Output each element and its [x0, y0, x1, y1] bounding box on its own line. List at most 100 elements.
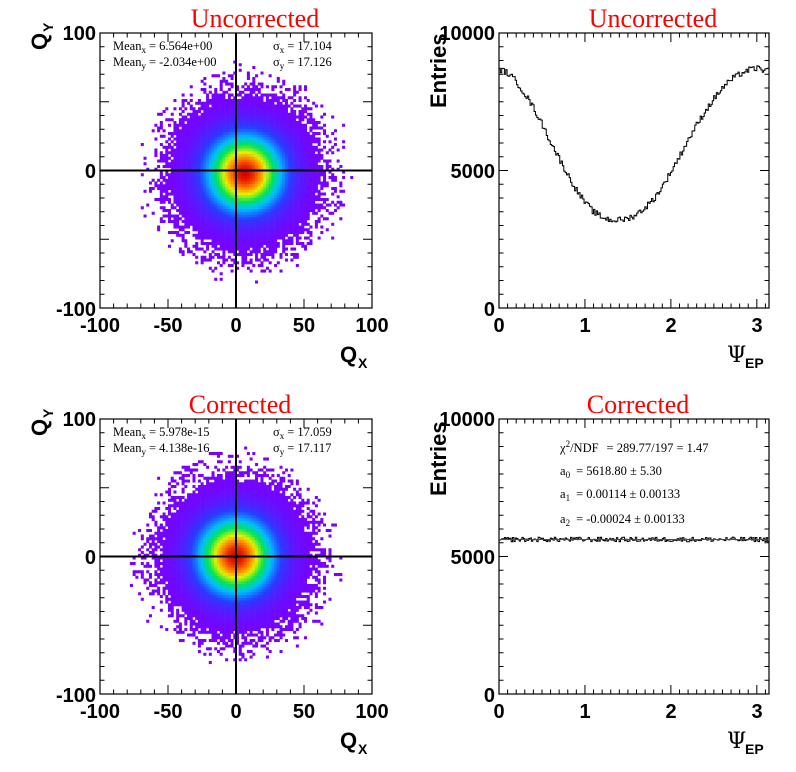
heatmap-cell [189, 99, 193, 103]
heatmap-cell [255, 93, 259, 97]
heatmap-cell [339, 181, 343, 185]
heatmap-cell [225, 195, 229, 199]
heatmap-cell [312, 209, 316, 213]
heatmap-cell [271, 239, 275, 243]
heatmap-cell [244, 107, 248, 111]
heatmap-cell [162, 581, 166, 585]
heatmap-cell [276, 225, 280, 229]
heatmap-cell [279, 151, 283, 155]
heatmap-cell [282, 203, 286, 207]
heatmap-cell [257, 162, 261, 166]
heatmap-cell [168, 553, 172, 557]
heatmap-cell [187, 614, 191, 618]
heatmap-cell [192, 548, 196, 552]
heatmap-cell [197, 195, 201, 199]
heatmap-cell [339, 184, 343, 188]
heatmap-cell [189, 606, 193, 610]
heatmap-cell [276, 148, 280, 152]
heatmap-cell [312, 181, 316, 185]
heatmap-cell [314, 195, 318, 199]
heatmap-cell [143, 189, 147, 193]
heatmap-cell [192, 526, 196, 530]
heatmap-cell [290, 137, 294, 141]
heatmap-cell [317, 236, 321, 240]
heatmap-cell [284, 99, 288, 103]
heatmap-cell [260, 264, 264, 268]
heatmap-cell [200, 247, 204, 251]
heatmap-cell [211, 551, 215, 555]
heatmap-cell [304, 209, 308, 213]
heatmap-cell [276, 209, 280, 213]
heatmap-cell [173, 520, 177, 524]
heatmap-cell [274, 96, 278, 100]
heatmap-cell [241, 239, 245, 243]
heatmap-cell [195, 487, 199, 491]
heatmap-cell [216, 143, 220, 147]
heatmap-cell [295, 187, 299, 191]
heatmap-cell [187, 597, 191, 601]
heatmap-cell [219, 619, 223, 623]
heatmap-cell [282, 178, 286, 182]
heatmap-cell [293, 145, 297, 149]
heatmap-cell [246, 126, 250, 130]
heatmap-cell [211, 636, 215, 640]
heatmap-cell [211, 520, 215, 524]
heatmap-cell [138, 570, 142, 574]
heatmap-cell [244, 247, 248, 251]
heatmap-cell [227, 154, 231, 158]
heatmap-cell [192, 531, 196, 535]
heatmap-cell [287, 192, 291, 196]
heatmap-cell [216, 236, 220, 240]
heatmap-cell [282, 217, 286, 221]
heatmap-cell [151, 542, 155, 546]
heatmap-cell [197, 479, 201, 483]
heatmap-cell [176, 137, 180, 141]
heatmap-cell [244, 82, 248, 86]
heatmap-cell [304, 195, 308, 199]
heatmap-cell [189, 537, 193, 541]
heatmap-cell [214, 110, 218, 114]
heatmap-cell [173, 556, 177, 560]
heatmap-cell [219, 523, 223, 527]
heatmap-cell [219, 592, 223, 596]
heatmap-cell [301, 129, 305, 133]
heatmap-cell [284, 187, 288, 191]
heatmap-cell [306, 145, 310, 149]
heatmap-cell [263, 140, 267, 144]
heatmap-cell [214, 614, 218, 618]
heatmap-cell [192, 107, 196, 111]
heatmap-cell [208, 498, 212, 502]
heatmap-cell [293, 151, 297, 155]
heatmap-cell [165, 523, 169, 527]
heatmap-cell [200, 625, 204, 629]
heatmap-cell [184, 531, 188, 535]
heatmap-cell [195, 567, 199, 571]
heatmap-cell [165, 573, 169, 577]
heatmap-cell [187, 608, 191, 612]
heatmap-cell [181, 156, 185, 160]
heatmap-cell [274, 250, 278, 254]
heatmap-cell [230, 228, 234, 232]
heatmap-cell [197, 129, 201, 133]
heatmap-cell [244, 170, 248, 174]
heatmap-cell [211, 578, 215, 582]
heatmap-cell [225, 496, 229, 500]
heatmap-cell [146, 203, 150, 207]
heatmap-cell [260, 253, 264, 257]
heatmap-cell [257, 156, 261, 160]
heatmap-cell [168, 562, 172, 566]
heatmap-cell [178, 556, 182, 560]
heatmap-cell [187, 101, 191, 105]
heatmap-cell [187, 198, 191, 202]
heatmap-cell [265, 200, 269, 204]
heatmap-cell [181, 523, 185, 527]
heatmap-cell [304, 143, 308, 147]
heatmap-cell [148, 592, 152, 596]
heatmap-cell [216, 452, 220, 456]
heatmap-cell [339, 189, 343, 193]
heatmap-cell [252, 239, 256, 243]
heatmap-cell [293, 211, 297, 215]
heatmap-cell [219, 553, 223, 557]
heatmap-cell [314, 220, 318, 224]
heatmap-cell [274, 154, 278, 158]
